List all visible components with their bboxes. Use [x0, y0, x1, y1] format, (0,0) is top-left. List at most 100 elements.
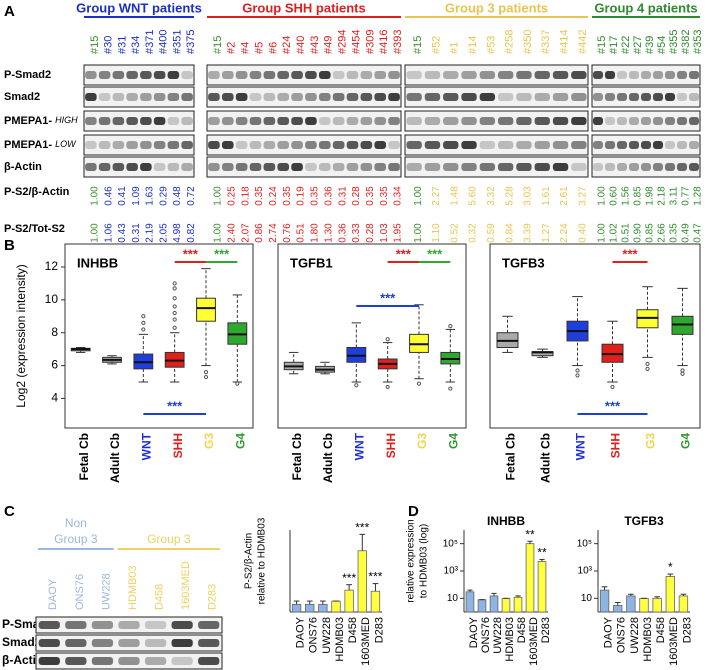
patient-id: #371 [144, 30, 156, 54]
blot-band [235, 117, 248, 125]
ratio-value: 1.98 [645, 186, 656, 206]
blot-band [291, 117, 303, 125]
significance-label: ** [525, 527, 535, 541]
patient-id: #5 [253, 42, 265, 54]
blot-band [461, 93, 477, 101]
outlier [235, 381, 240, 386]
blot-band [85, 163, 97, 171]
ratio-value: 3.03 [523, 186, 534, 206]
plot-frame [489, 243, 701, 429]
panel-label: C [4, 503, 15, 520]
blot-band [249, 163, 262, 171]
blot-band [571, 93, 587, 101]
blot-band [676, 93, 688, 101]
blot-band [534, 141, 550, 149]
bar [613, 605, 623, 613]
blot-band [85, 71, 97, 79]
outlier [448, 386, 453, 391]
blot-band [249, 93, 262, 101]
blot-band [592, 163, 604, 171]
ratio-value: 2.19 [145, 223, 156, 243]
blot-band [652, 93, 664, 101]
blot-band [552, 93, 569, 101]
ratio-value: 1.00 [413, 223, 424, 243]
blot-band [552, 71, 569, 79]
category-label: D283 [540, 617, 552, 643]
cell-line-label: ONS76 [74, 574, 86, 610]
blot-band [38, 657, 60, 665]
blot-band [305, 117, 317, 125]
blot-band [140, 93, 152, 101]
significance-label: *** [396, 246, 412, 261]
outlier [645, 366, 650, 371]
bar [678, 595, 689, 613]
blot-band [616, 117, 628, 125]
ratio-value: 4.98 [172, 223, 183, 243]
blot-band [181, 163, 193, 171]
blot-band [167, 163, 180, 171]
ratio-value: 2.18 [657, 186, 668, 206]
blot-band [235, 141, 248, 149]
blot-band [688, 141, 700, 149]
blot-band [249, 141, 262, 149]
blot-band [360, 93, 373, 101]
blot-band [208, 93, 220, 101]
blot-band [98, 141, 111, 149]
blot-band [388, 141, 400, 149]
blot-strip [591, 110, 701, 132]
blot-band [144, 639, 167, 647]
blot-band [346, 141, 359, 149]
ratio-value: 0.28 [365, 223, 376, 243]
blot-band [235, 71, 248, 79]
ratio-value: 0.90 [633, 223, 644, 243]
blot-band [676, 141, 688, 149]
panel-label: D [408, 503, 419, 520]
blot-band [388, 117, 400, 125]
ratio-value: 3.11 [669, 186, 680, 205]
category-label: WNT [353, 432, 367, 460]
bar [318, 603, 328, 613]
blot-band [406, 93, 422, 101]
ratio-value: 1.80 [310, 223, 321, 243]
ratio-value: 1.06 [103, 223, 114, 243]
outlier [141, 314, 146, 319]
blot-band [571, 163, 587, 171]
chart-title: TGFB3 [502, 255, 545, 270]
ratio-value: 2.40 [226, 223, 237, 243]
blot-row-label: P-Smad2 [4, 69, 51, 81]
blot-band [479, 141, 496, 149]
category-label: Adult Cb [321, 433, 335, 483]
blot-strip [206, 64, 402, 86]
ratio-value: 2.66 [657, 223, 668, 243]
blot-band [167, 71, 180, 79]
blot-band [85, 117, 97, 125]
blot-band [153, 71, 166, 79]
bar [370, 590, 381, 613]
blot-band [443, 71, 459, 79]
ratio-value: 0.31 [337, 186, 348, 206]
ratio-value: 1.00 [90, 186, 101, 206]
outlier [172, 286, 177, 291]
ratio-value: 1.10 [431, 223, 442, 243]
ratio-value: 0.35 [379, 186, 390, 206]
cell-line-label: HDMB03 [127, 565, 139, 610]
blot-band [305, 93, 317, 101]
ratio-value: 2.07 [240, 223, 251, 243]
blot-band [640, 93, 652, 101]
significance-label: * [668, 560, 673, 574]
blot-band [91, 657, 114, 665]
outlier [575, 373, 580, 378]
category-label: D458 [516, 617, 528, 643]
outlier [203, 370, 209, 375]
patient-id: #351 [171, 30, 183, 54]
blot-band [443, 163, 459, 171]
category-label: G4 [679, 433, 693, 449]
blot-band [198, 639, 220, 647]
blot-band [604, 71, 616, 79]
patient-id: #4 [240, 42, 252, 54]
ratio-value: 5.28 [504, 186, 515, 206]
patient-id: #353 [692, 30, 704, 54]
category-label: Adult Cb [108, 433, 122, 483]
bar [626, 595, 636, 613]
ratio-value: 0.85 [645, 223, 656, 243]
